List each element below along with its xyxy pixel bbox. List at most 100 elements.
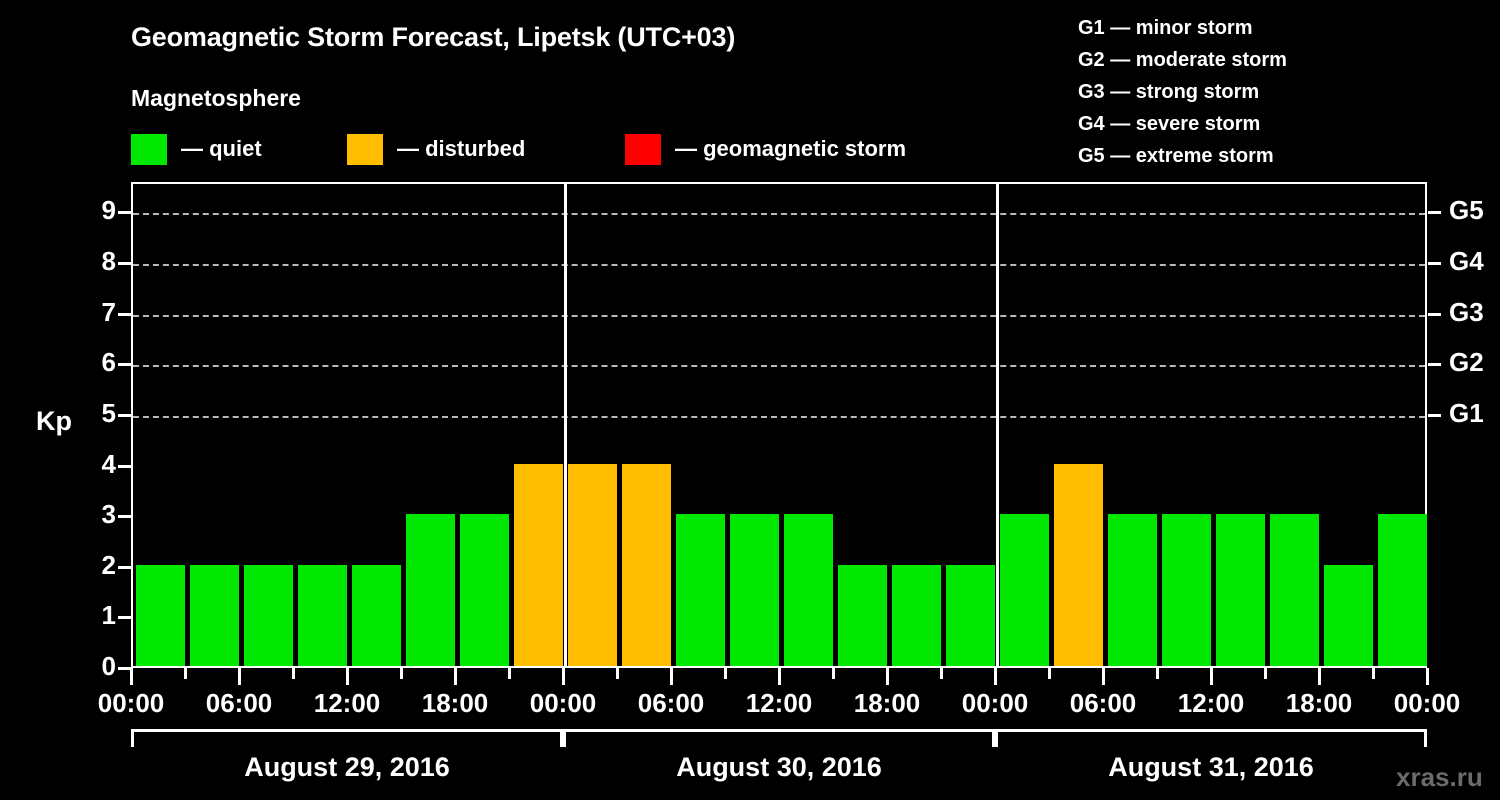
x-minor-tick-3 <box>291 668 295 679</box>
x-tick-label-12: 00:00 <box>1393 688 1461 718</box>
y-tick-0 <box>118 667 131 670</box>
right-axis-tick-G5 <box>1428 211 1441 215</box>
bar-13[interactable] <box>837 564 887 666</box>
page-title: Geomagnetic Storm Forecast, Lipetsk (UTC… <box>131 22 736 52</box>
x-tick-label-10: 12:00 <box>1177 688 1245 718</box>
x-tick-1 <box>237 668 241 685</box>
right-axis-label-G1: G1 <box>1449 397 1484 428</box>
x-tick-label-5: 06:00 <box>637 688 705 718</box>
x-minor-tick-21 <box>1263 668 1267 679</box>
legend-swatch-disturbed-icon <box>347 133 383 165</box>
y-tick-label-2: 2 <box>101 549 116 580</box>
watermark: xras.ru <box>1396 762 1483 792</box>
bar-17[interactable] <box>1053 463 1103 666</box>
bar-11[interactable] <box>729 514 779 666</box>
g-scale-line-3: G3 — strong storm <box>1078 81 1260 103</box>
bar-9[interactable] <box>621 463 671 666</box>
legend-item-geomagnetic-storm: — geomagnetic storm <box>625 131 906 167</box>
y-tick-4 <box>118 464 131 468</box>
x-minor-tick-13 <box>831 668 835 679</box>
x-tick-9 <box>1101 668 1105 685</box>
y-tick-label-4: 4 <box>101 448 116 479</box>
y-tick-label-1: 1 <box>101 600 116 631</box>
right-axis-label-G4: G4 <box>1449 246 1484 276</box>
legend-label-geomagnetic-storm: — geomagnetic storm <box>675 136 907 161</box>
day-separator-1 <box>563 184 567 666</box>
bar-14[interactable] <box>891 564 941 666</box>
bar-23[interactable] <box>1377 514 1427 666</box>
x-tick-label-1: 06:00 <box>205 688 273 718</box>
right-axis-tick-G3 <box>1428 312 1441 316</box>
bar-15[interactable] <box>945 564 995 666</box>
bar-22[interactable] <box>1323 564 1373 666</box>
y-tick-2 <box>118 565 131 569</box>
bar-8[interactable] <box>567 463 617 666</box>
x-tick-11 <box>1317 668 1321 685</box>
x-tick-3 <box>453 668 457 685</box>
x-minor-tick-15 <box>939 668 943 679</box>
bar-6[interactable] <box>459 514 509 666</box>
bar-12[interactable] <box>783 514 833 666</box>
y-tick-label-0: 0 <box>101 651 116 681</box>
legend-label-quiet: — quiet <box>181 136 262 161</box>
legend-item-quiet: — quiet <box>131 131 262 167</box>
bar-2[interactable] <box>243 564 293 666</box>
bar-20[interactable] <box>1215 514 1265 666</box>
x-minor-tick-19 <box>1155 668 1159 679</box>
bar-7[interactable] <box>513 463 563 666</box>
bar-19[interactable] <box>1161 514 1211 666</box>
bar-21[interactable] <box>1269 514 1319 666</box>
bar-5[interactable] <box>405 514 455 666</box>
x-tick-label-7: 18:00 <box>853 688 921 718</box>
x-minor-tick-17 <box>1047 668 1051 679</box>
bar-1[interactable] <box>189 564 239 666</box>
bar-3[interactable] <box>297 564 347 666</box>
x-tick-label-2: 12:00 <box>313 688 381 718</box>
bar-0[interactable] <box>135 564 185 666</box>
x-minor-tick-7 <box>507 668 511 679</box>
x-tick-label-0: 00:00 <box>97 688 165 718</box>
y-tick-9 <box>118 211 131 215</box>
bar-10[interactable] <box>675 514 725 666</box>
x-tick-label-11: 18:00 <box>1285 688 1353 718</box>
y-tick-1 <box>118 616 131 620</box>
bar-18[interactable] <box>1107 514 1157 666</box>
day-bracket-3 <box>995 729 1427 747</box>
gridline-kp-6 <box>133 365 1425 368</box>
g-scale-line-5: G5 — extreme storm <box>1078 145 1274 167</box>
x-tick-label-9: 06:00 <box>1069 688 1137 718</box>
x-minor-tick-11 <box>723 668 727 679</box>
y-tick-label-3: 3 <box>101 499 116 530</box>
x-minor-tick-23 <box>1371 668 1375 679</box>
day-separator-2 <box>995 184 999 666</box>
gridline-kp-5 <box>133 415 1425 418</box>
x-tick-7 <box>885 668 889 685</box>
right-axis-tick-G4 <box>1428 262 1441 265</box>
legend-label-disturbed: — disturbed <box>397 136 526 161</box>
x-minor-tick-1 <box>183 668 187 679</box>
x-tick-8 <box>993 668 997 685</box>
bar-4[interactable] <box>351 564 401 666</box>
legend-item-disturbed: — disturbed <box>347 131 525 167</box>
g-scale-line-4: G4 — severe storm <box>1078 113 1261 135</box>
y-tick-3 <box>118 515 131 519</box>
y-tick-8 <box>118 262 131 265</box>
plot-area <box>131 182 1427 668</box>
y-tick-6 <box>118 363 131 367</box>
y-axis-title: Kp <box>36 406 72 436</box>
x-tick-label-3: 18:00 <box>421 688 489 718</box>
bar-16[interactable] <box>999 514 1049 666</box>
right-axis-label-G5: G5 <box>1449 195 1484 226</box>
day-label-1: August 29, 2016 <box>244 752 450 782</box>
y-tick-label-8: 8 <box>101 246 116 276</box>
y-tick-label-9: 9 <box>101 195 116 226</box>
y-tick-7 <box>118 312 131 316</box>
day-bracket-2 <box>563 729 995 747</box>
x-tick-label-6: 12:00 <box>745 688 813 718</box>
y-tick-label-7: 7 <box>101 296 116 327</box>
x-tick-10 <box>1209 668 1213 685</box>
x-tick-6 <box>777 668 781 685</box>
x-tick-5 <box>669 668 673 685</box>
x-tick-12 <box>1425 668 1429 685</box>
